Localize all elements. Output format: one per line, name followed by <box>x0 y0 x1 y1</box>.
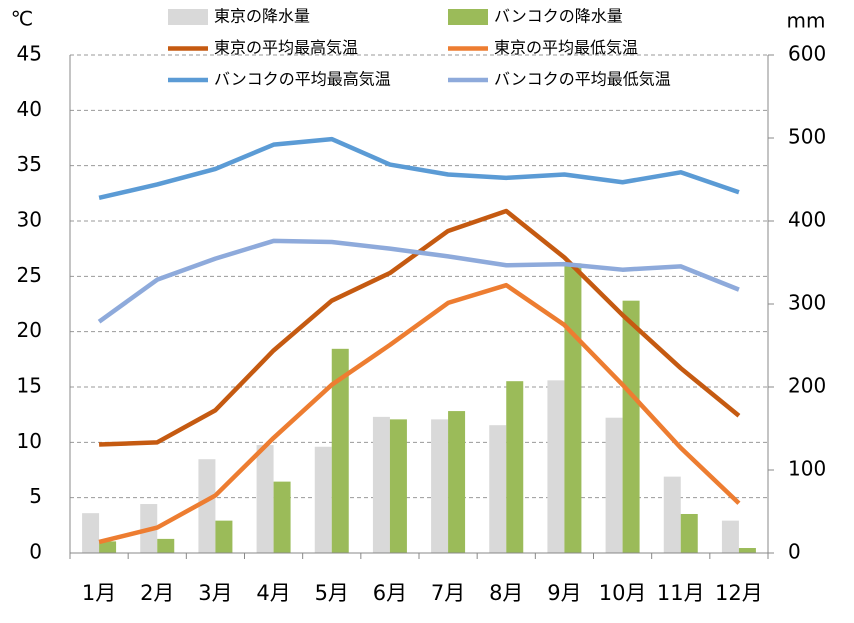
x-tick-label: 9月 <box>547 581 581 605</box>
y-tick-label: 15 <box>17 374 42 398</box>
y-tick-label: 40 <box>17 97 42 121</box>
x-tick-label: 6月 <box>373 581 407 605</box>
bar <box>389 419 407 553</box>
y-tick-label: 25 <box>17 263 42 287</box>
bar <box>198 459 216 553</box>
x-tick-label: 12月 <box>715 581 763 605</box>
x-tick-label: 4月 <box>256 581 290 605</box>
bar <box>622 300 640 553</box>
bar <box>215 520 233 553</box>
legend-label: 東京の平均最高気温 <box>214 38 358 57</box>
y-tick-label: 35 <box>17 152 42 176</box>
y-tick-label: 20 <box>17 318 42 342</box>
line <box>98 282 741 545</box>
y2-tick-label: 200 <box>788 374 826 398</box>
bar <box>506 381 524 553</box>
y2-tick-label: 100 <box>788 457 826 481</box>
bar <box>738 548 756 553</box>
y2-tick-label: 300 <box>788 291 826 315</box>
y2-tick-label: 600 <box>788 42 826 66</box>
x-tick-label: 1月 <box>82 581 116 605</box>
bar <box>605 417 623 553</box>
y-axis-unit: ℃ <box>11 7 33 31</box>
bar <box>256 445 274 553</box>
y-tick-label: 0 <box>29 540 42 564</box>
line <box>98 136 740 200</box>
x-tick-label: 8月 <box>489 581 523 605</box>
y-tick-label: 10 <box>17 429 42 453</box>
bar <box>547 380 565 553</box>
y2-axis-unit: mm <box>787 9 826 33</box>
bar <box>314 446 332 553</box>
x-tick-label: 10月 <box>599 581 647 605</box>
bar <box>431 419 449 553</box>
bar <box>721 520 739 553</box>
legend-label: 東京の平均最低気温 <box>494 38 638 57</box>
bar <box>273 481 291 553</box>
bar <box>82 513 100 553</box>
y2-tick-label: 500 <box>788 125 826 149</box>
legend-label: バンコクの平均最高気温 <box>214 70 391 89</box>
legend-label: バンコクの降水量 <box>494 7 623 26</box>
legend-label: 東京の降水量 <box>214 7 310 26</box>
legend-label: バンコクの平均最低気温 <box>494 70 671 89</box>
y2-tick-label: 0 <box>788 540 801 564</box>
bar <box>157 538 175 553</box>
bar <box>331 348 349 553</box>
bar <box>99 541 117 553</box>
y-tick-label: 5 <box>29 484 42 508</box>
bar <box>564 263 582 553</box>
y-tick-label: 45 <box>17 42 42 66</box>
x-tick-label: 5月 <box>315 581 349 605</box>
x-tick-label: 2月 <box>140 581 174 605</box>
bar <box>372 416 390 553</box>
bar <box>489 425 507 553</box>
y-tick-label: 30 <box>17 208 42 232</box>
legend-swatch <box>168 9 208 25</box>
bar <box>663 476 681 553</box>
x-tick-label: 11月 <box>657 581 705 605</box>
y2-tick-label: 400 <box>788 208 826 232</box>
bar <box>448 411 466 553</box>
legend-swatch <box>448 9 488 25</box>
line <box>97 238 740 324</box>
bar <box>680 513 698 553</box>
x-tick-label: 3月 <box>198 581 232 605</box>
x-tick-label: 7月 <box>431 581 465 605</box>
